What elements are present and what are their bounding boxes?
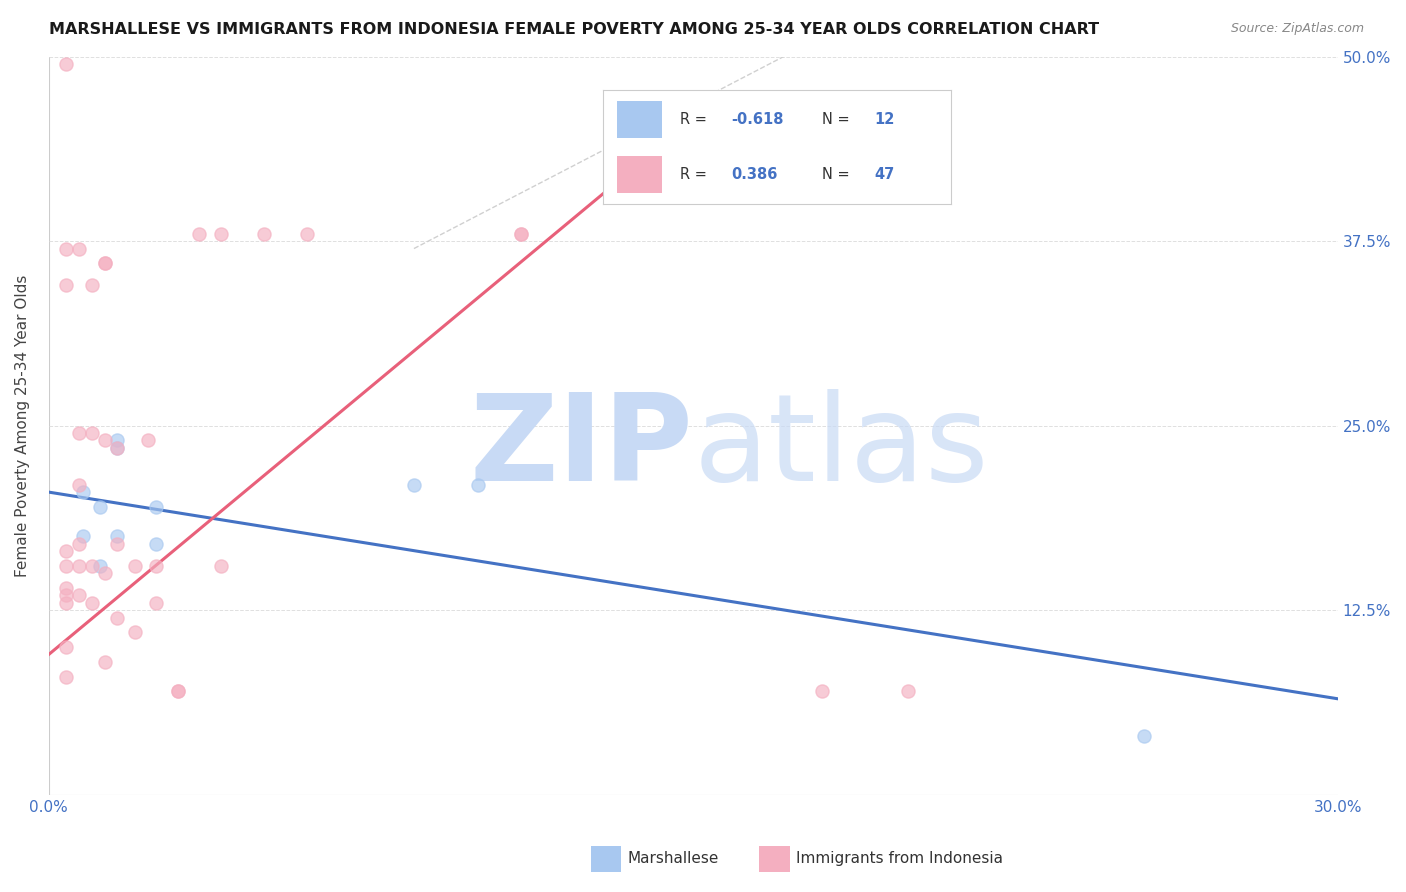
Point [67,589,90,603]
Point [55,670,77,684]
Text: Source: ZipAtlas.com: Source: ZipAtlas.com [1230,22,1364,36]
Point [107,529,129,543]
Text: Marshallese: Marshallese [627,852,718,866]
Point [467,477,489,491]
Point [145,558,167,573]
Point [55,242,77,256]
Point [510,227,533,241]
Point [55,544,77,558]
Point [107,441,129,455]
Point [295,227,318,241]
Text: ZIP: ZIP [470,389,693,507]
Point [897,684,920,698]
Point [1133,729,1156,743]
Point [67,426,90,441]
Point [93,566,115,581]
Text: atlas: atlas [693,389,988,507]
Text: Immigrants from Indonesia: Immigrants from Indonesia [796,852,1002,866]
Point [811,684,834,698]
Point [80,278,103,293]
Point [80,426,103,441]
Point [166,684,188,698]
Point [145,500,167,514]
Point [89,500,111,514]
Point [209,558,232,573]
Point [67,477,90,491]
Point [145,596,167,610]
Point [72,485,94,500]
Point [209,227,232,241]
Point [67,558,90,573]
Point [55,558,77,573]
Point [67,537,90,551]
Point [166,684,188,698]
Point [252,227,274,241]
Point [55,57,77,71]
Point [93,256,115,270]
Point [510,227,533,241]
Point [136,434,159,448]
Point [124,558,146,573]
Point [107,434,129,448]
Y-axis label: Female Poverty Among 25-34 Year Olds: Female Poverty Among 25-34 Year Olds [15,275,30,577]
Point [107,441,129,455]
Point [93,434,115,448]
Point [145,537,167,551]
Point [402,477,425,491]
Point [55,589,77,603]
Point [107,537,129,551]
Point [93,256,115,270]
Text: MARSHALLESE VS IMMIGRANTS FROM INDONESIA FEMALE POVERTY AMONG 25-34 YEAR OLDS CO: MARSHALLESE VS IMMIGRANTS FROM INDONESIA… [49,22,1099,37]
Point [55,278,77,293]
Point [93,655,115,669]
Point [55,596,77,610]
Point [124,625,146,640]
Point [89,558,111,573]
Point [188,227,211,241]
Point [80,596,103,610]
Point [55,581,77,595]
Point [67,242,90,256]
Point [55,640,77,654]
Point [72,529,94,543]
Point [107,610,129,624]
Point [80,558,103,573]
